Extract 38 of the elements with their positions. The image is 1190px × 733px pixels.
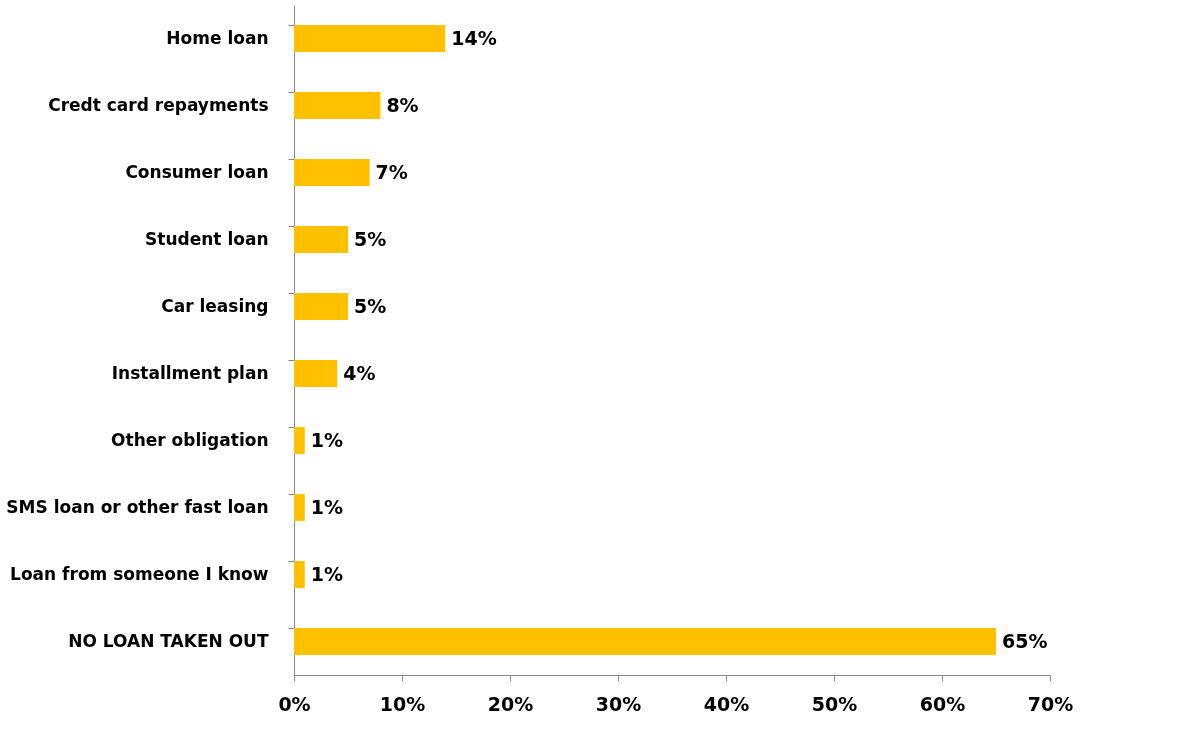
data-label: 7% — [375, 160, 408, 183]
data-label: 65% — [1002, 629, 1048, 652]
data-label: 1% — [310, 495, 344, 518]
bar — [294, 25, 446, 52]
x-tick-label: 30% — [595, 692, 642, 715]
bar — [294, 427, 305, 454]
data-label: 5% — [354, 294, 387, 317]
data-label: 5% — [354, 227, 387, 250]
y-tick-label: Installment plan — [111, 362, 269, 383]
y-tick-label: SMS loan or other fast loan — [6, 496, 269, 517]
data-label: 14% — [451, 26, 497, 49]
y-tick-label: Car leasing — [161, 295, 269, 316]
x-tick-label: 70% — [1027, 692, 1074, 715]
x-tick-label: 20% — [487, 692, 534, 715]
x-tick-label: 10% — [379, 692, 426, 715]
bar — [294, 360, 338, 387]
bar — [294, 628, 996, 655]
data-label: 4% — [343, 361, 376, 384]
y-tick-label: Student loan — [145, 228, 269, 249]
bar — [294, 561, 305, 588]
y-tick-label: Consumer loan — [125, 161, 269, 182]
bar — [294, 494, 305, 521]
bar — [294, 226, 348, 253]
x-tick-label: 40% — [703, 692, 750, 715]
y-tick-label: NO LOAN TAKEN OUT — [68, 630, 269, 651]
bar — [294, 92, 381, 119]
y-tick-label: Home loan — [166, 27, 269, 48]
y-tick-label: Credt card repayments — [48, 94, 269, 115]
y-tick-label: Other obligation — [111, 429, 269, 450]
x-tick-label: 0% — [278, 692, 311, 715]
data-label: 1% — [310, 562, 344, 585]
x-tick-label: 60% — [919, 692, 966, 715]
bar — [294, 293, 348, 320]
x-tick-label: 50% — [811, 692, 858, 715]
data-label: 1% — [310, 428, 344, 451]
y-tick-label: Loan from someone I know — [10, 563, 269, 584]
data-label: 8% — [386, 93, 419, 116]
bar — [294, 159, 370, 186]
